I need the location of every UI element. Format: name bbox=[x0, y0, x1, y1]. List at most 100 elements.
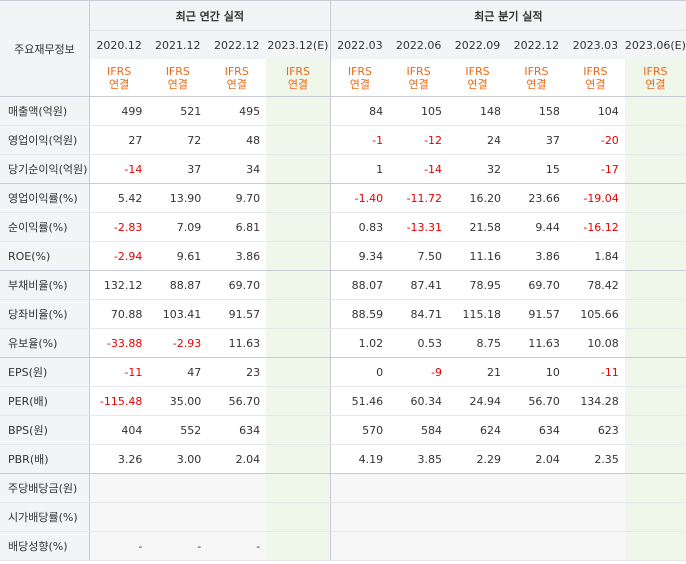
value-cell: 7.50 bbox=[389, 241, 449, 271]
value-cell bbox=[624, 502, 686, 532]
value-cell: 78.42 bbox=[565, 270, 625, 300]
row-label: PER(배) bbox=[0, 386, 90, 416]
value-cell bbox=[266, 502, 331, 532]
value-cell: 499 bbox=[89, 96, 149, 126]
value-cell: 9.70 bbox=[207, 183, 267, 213]
period-header: 2022.12 bbox=[506, 30, 566, 59]
basis-top: IFRS bbox=[643, 64, 668, 78]
value-cell bbox=[148, 502, 208, 532]
value-cell bbox=[330, 531, 390, 561]
value-cell: 2.29 bbox=[448, 444, 507, 474]
value-cell: 624 bbox=[448, 415, 507, 445]
value-cell: 11.16 bbox=[448, 241, 507, 271]
value-cell bbox=[266, 473, 331, 503]
basis-top: IFRS bbox=[347, 64, 373, 78]
table-row: 당기순이익(억원) -14 37 34 1 -14 32 15 -17 bbox=[0, 154, 686, 184]
basis-header: IFRS 연결 bbox=[266, 59, 331, 97]
value-cell bbox=[624, 386, 686, 416]
table-row: 시가배당률(%) bbox=[0, 502, 686, 532]
value-cell: 37 bbox=[148, 154, 208, 184]
basis-header: IFRS 연결 bbox=[389, 59, 449, 97]
basis-header: IFRS 연결 bbox=[148, 59, 208, 97]
value-cell bbox=[506, 531, 566, 561]
basis-top: IFRS bbox=[107, 64, 132, 78]
basis-bottom: 연결 bbox=[645, 77, 666, 91]
value-cell: 0.83 bbox=[330, 212, 390, 242]
value-cell: -11 bbox=[565, 357, 625, 387]
value-cell: -11.72 bbox=[389, 183, 449, 213]
value-cell: 115.18 bbox=[448, 299, 507, 329]
value-cell: 6.81 bbox=[207, 212, 267, 242]
row-label: PBR(배) bbox=[0, 444, 90, 474]
basis-top: IFRS bbox=[224, 64, 249, 78]
value-cell: 34 bbox=[207, 154, 267, 184]
table-row: 부채비율(%) 132.12 88.87 69.70 88.07 87.41 78.95 69… bbox=[0, 270, 686, 300]
value-cell: 32 bbox=[448, 154, 507, 184]
basis-header: IFRS 연결 bbox=[506, 59, 566, 97]
period-header: 2023.12(E) bbox=[266, 30, 331, 59]
value-cell bbox=[266, 212, 331, 242]
value-cell bbox=[330, 502, 390, 532]
value-cell bbox=[266, 531, 331, 561]
value-cell: -16.12 bbox=[565, 212, 625, 242]
basis-header: IFRS 연결 bbox=[330, 59, 390, 97]
row-label: 당기순이익(억원) bbox=[0, 154, 90, 184]
corner-label: 주요재무정보 bbox=[0, 0, 90, 97]
value-cell: 69.70 bbox=[207, 270, 267, 300]
row-label: 배당성향(%) bbox=[0, 531, 90, 561]
value-cell: 9.61 bbox=[148, 241, 208, 271]
table-row: 당좌비율(%) 70.88 103.41 91.57 88.59 84.71 115.18 9… bbox=[0, 299, 686, 329]
table-row: 주당배당금(원) bbox=[0, 473, 686, 503]
value-cell bbox=[266, 415, 331, 445]
value-cell: 78.95 bbox=[448, 270, 507, 300]
period-header: 2023.03 bbox=[565, 30, 625, 59]
basis-bottom: 연결 bbox=[226, 77, 247, 91]
value-cell: 105 bbox=[389, 96, 449, 126]
value-cell: -14 bbox=[389, 154, 449, 184]
period-header: 2022.03 bbox=[330, 30, 390, 59]
value-cell: -20 bbox=[565, 125, 625, 155]
table-row: 배당성향(%) - - - bbox=[0, 531, 686, 561]
basis-bottom: 연결 bbox=[287, 77, 309, 91]
value-cell: 72 bbox=[148, 125, 208, 155]
value-cell: 103.41 bbox=[148, 299, 208, 329]
value-cell bbox=[148, 473, 208, 503]
value-cell: 158 bbox=[506, 96, 566, 126]
row-label: ROE(%) bbox=[0, 241, 90, 271]
quarter-title: 최근 분기 실적 bbox=[330, 0, 686, 31]
value-cell: 1.84 bbox=[565, 241, 625, 271]
value-cell bbox=[89, 473, 149, 503]
period-header-row: 2020.12 2021.12 2022.12 2023.12(E) 2022.03 20… bbox=[0, 30, 686, 59]
value-cell: 134.28 bbox=[565, 386, 625, 416]
value-cell bbox=[624, 299, 686, 329]
value-cell: 35.00 bbox=[148, 386, 208, 416]
value-cell bbox=[266, 299, 331, 329]
value-cell bbox=[448, 473, 507, 503]
value-cell bbox=[624, 328, 686, 358]
value-cell: -12 bbox=[389, 125, 449, 155]
value-cell bbox=[624, 473, 686, 503]
value-cell: 132.12 bbox=[89, 270, 149, 300]
value-cell: 11.63 bbox=[506, 328, 566, 358]
value-cell: 1.02 bbox=[330, 328, 390, 358]
row-label: 부채비율(%) bbox=[0, 270, 90, 300]
value-cell: 3.86 bbox=[207, 241, 267, 271]
value-cell: -11 bbox=[89, 357, 149, 387]
value-cell bbox=[266, 328, 331, 358]
value-cell bbox=[266, 154, 331, 184]
period-header: 2022.06 bbox=[389, 30, 449, 59]
value-cell: 3.85 bbox=[389, 444, 449, 474]
value-cell: 2.04 bbox=[207, 444, 267, 474]
row-label: 매출액(억원) bbox=[0, 96, 90, 126]
period-header: 2022.12 bbox=[207, 30, 267, 59]
row-label: 주당배당금(원) bbox=[0, 473, 90, 503]
row-label: BPS(원) bbox=[0, 415, 90, 445]
value-cell: -2.83 bbox=[89, 212, 149, 242]
value-cell: 84 bbox=[330, 96, 390, 126]
basis-header: IFRS 연결 bbox=[448, 59, 507, 97]
value-cell: 10 bbox=[506, 357, 566, 387]
value-cell bbox=[266, 125, 331, 155]
value-cell bbox=[565, 473, 625, 503]
value-cell: -19.04 bbox=[565, 183, 625, 213]
value-cell: 634 bbox=[207, 415, 267, 445]
